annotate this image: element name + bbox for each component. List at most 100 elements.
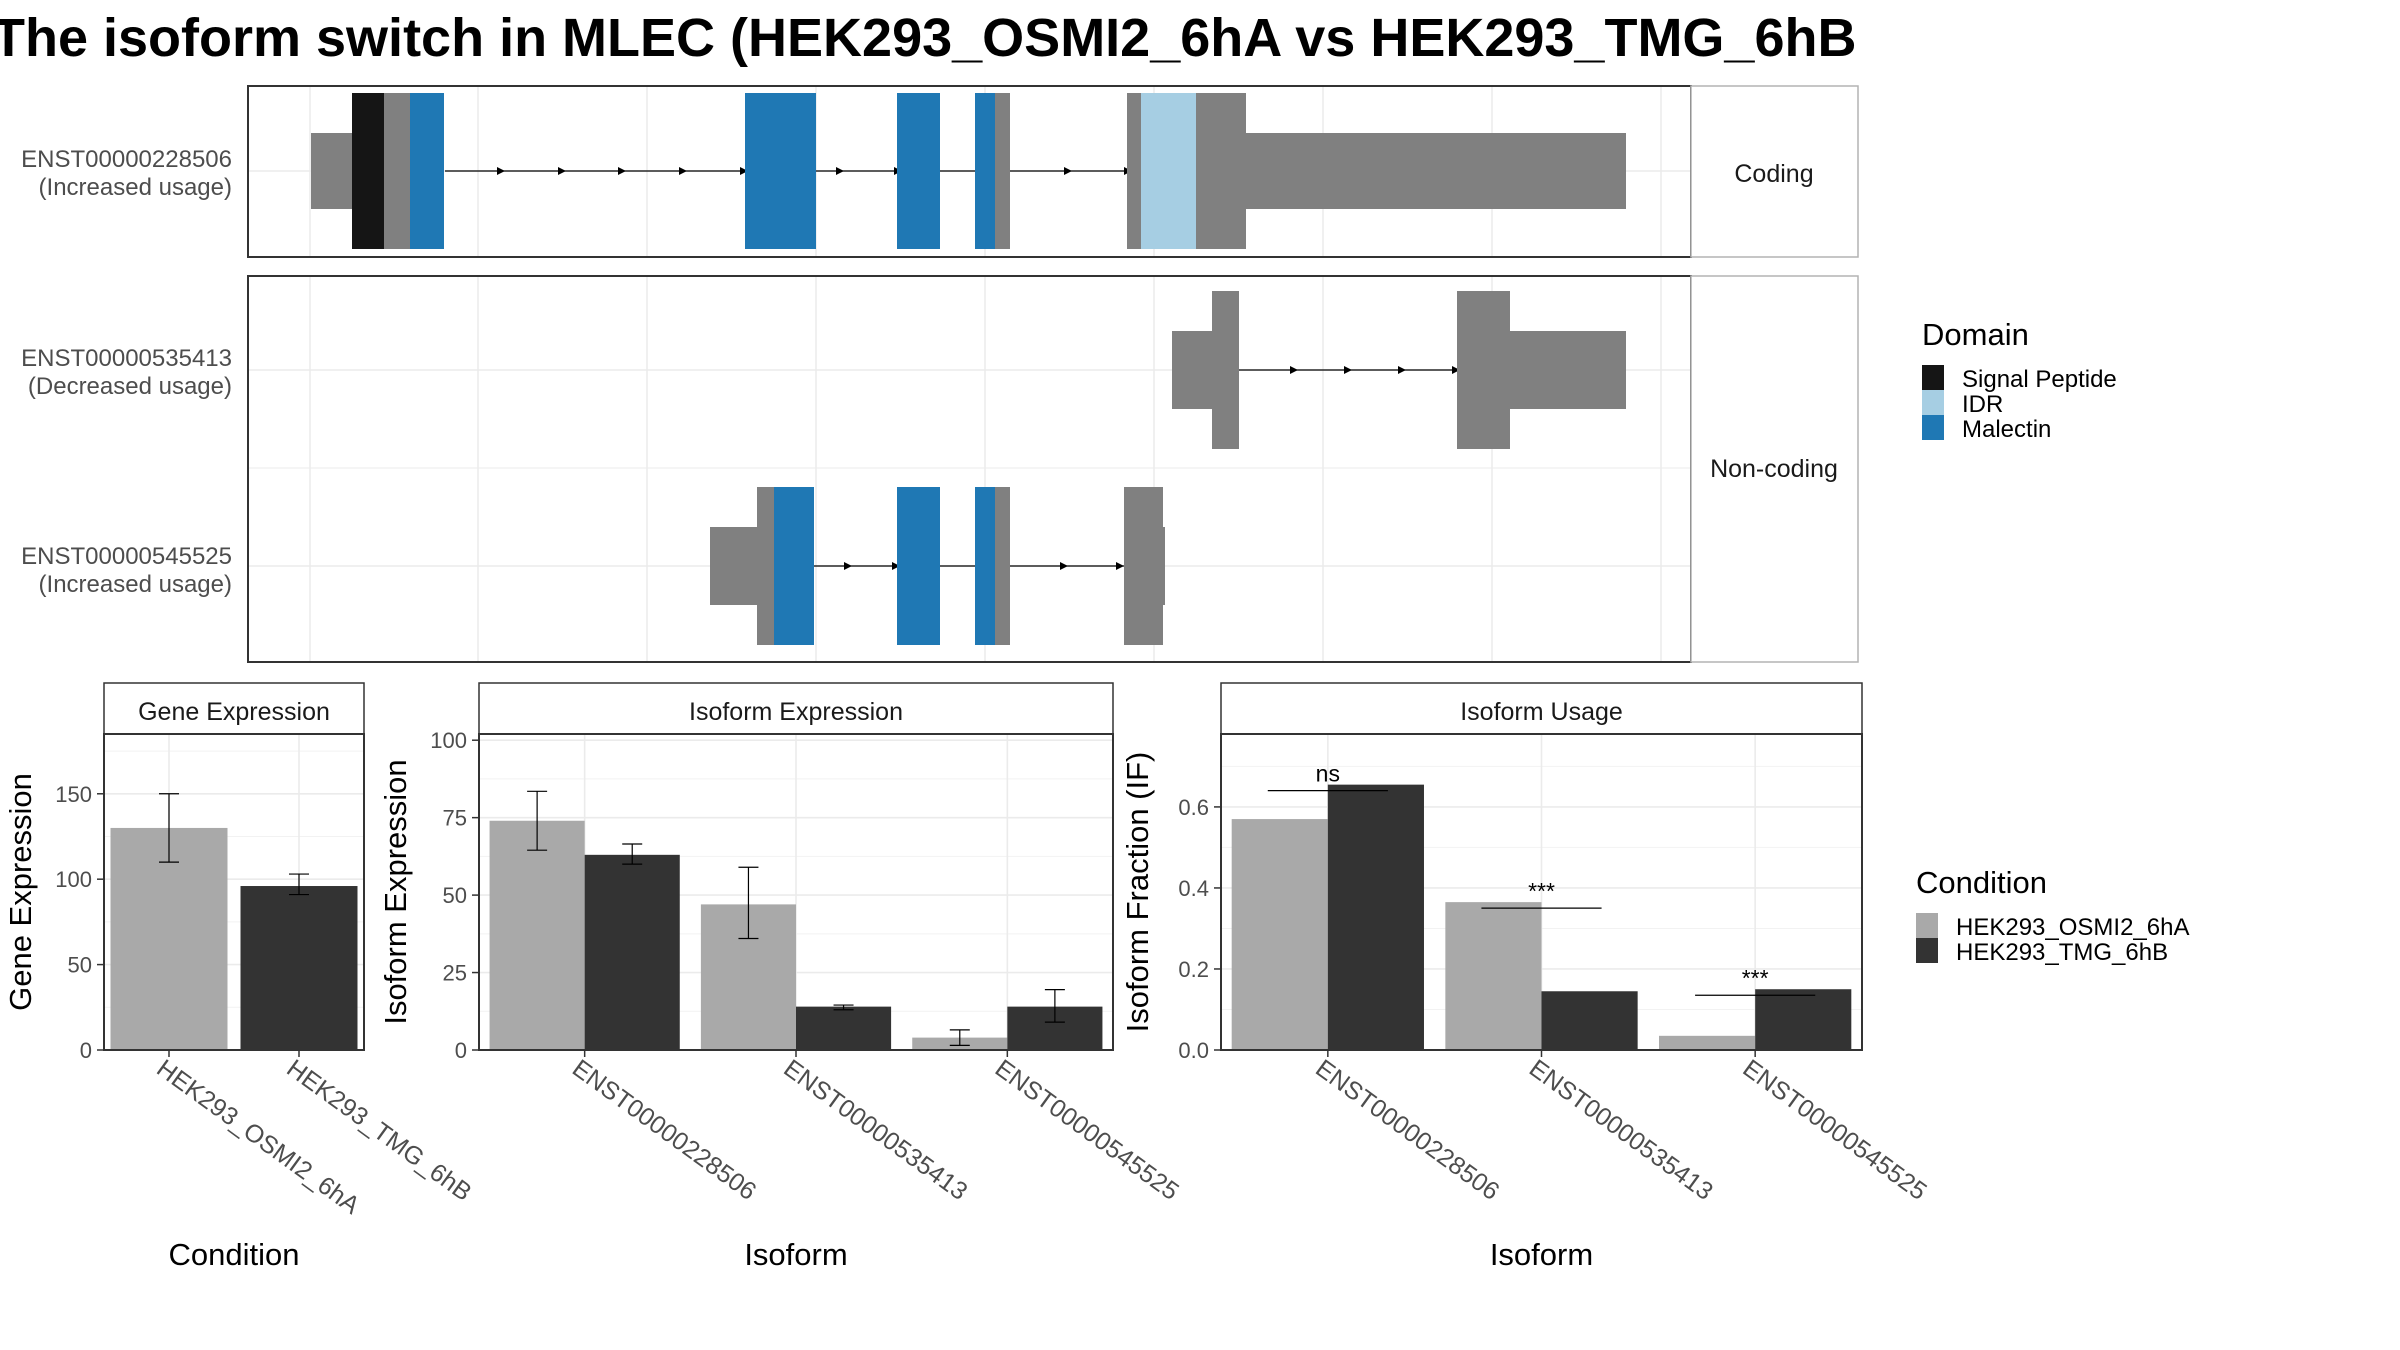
bar bbox=[1231, 819, 1328, 1050]
bar bbox=[1659, 1035, 1756, 1050]
y-axis-title: Isoform Expression bbox=[378, 759, 413, 1024]
intron-arrow bbox=[558, 167, 566, 175]
panel-strip bbox=[478, 682, 1114, 735]
x-axis-title: Isoform bbox=[744, 1237, 847, 1272]
intron-arrow bbox=[1398, 366, 1406, 374]
intron-arrow bbox=[1290, 366, 1298, 374]
intron-arrow bbox=[679, 167, 687, 175]
x-tick-label: ENST00000545525 bbox=[1738, 1054, 1932, 1206]
legend-label: IDR bbox=[1962, 391, 2003, 418]
exon-malectin bbox=[774, 487, 814, 645]
exon-malectin bbox=[975, 93, 995, 249]
intron-arrow bbox=[740, 167, 748, 175]
legend-key-idr bbox=[1922, 390, 1944, 415]
y-tick-label: 0 bbox=[80, 1038, 92, 1063]
domain-legend: Domain Signal Peptide IDR Malectin bbox=[1922, 317, 2117, 443]
bar bbox=[240, 886, 358, 1050]
legend-label: Malectin bbox=[1962, 416, 2051, 443]
intron-arrow bbox=[1452, 366, 1460, 374]
transcript-ENST00000228506 bbox=[311, 93, 1626, 249]
coding-strip-label: Coding bbox=[1734, 160, 1813, 188]
exon-signal-peptide bbox=[352, 93, 384, 249]
bar bbox=[1541, 991, 1638, 1050]
x-tick-label: ENST00000545525 bbox=[990, 1054, 1184, 1206]
noncoding-panel-background bbox=[247, 275, 1692, 663]
panel-strip-label: Isoform Expression bbox=[689, 698, 903, 726]
utr-exon bbox=[311, 133, 354, 209]
bar bbox=[796, 1006, 892, 1050]
y-tick-label: 100 bbox=[55, 867, 92, 892]
bar bbox=[489, 820, 585, 1050]
panel-strip-label: Isoform Usage bbox=[1460, 698, 1623, 726]
exon-cds bbox=[995, 487, 1010, 645]
bar bbox=[1445, 902, 1542, 1050]
exon-block bbox=[1212, 291, 1239, 449]
intron-arrow bbox=[836, 167, 844, 175]
exon-malectin bbox=[745, 93, 816, 249]
intron-arrow bbox=[618, 167, 626, 175]
utr-exon bbox=[1161, 527, 1165, 605]
utr-exon bbox=[1172, 331, 1214, 409]
y-tick-label: 150 bbox=[55, 782, 92, 807]
intron-arrow bbox=[497, 167, 505, 175]
exon-block bbox=[1124, 487, 1163, 645]
noncoding-strip bbox=[1690, 275, 1859, 663]
exon-malectin bbox=[410, 93, 444, 249]
exon-cds bbox=[384, 93, 410, 249]
isoform-label-usage: (Decreased usage) bbox=[28, 373, 232, 400]
bar bbox=[110, 827, 228, 1050]
isoform-label-id: ENST00000545525 bbox=[21, 543, 232, 570]
y-tick-label: 0 bbox=[455, 1038, 467, 1063]
y-tick-label: 25 bbox=[443, 961, 467, 986]
condition-legend: Condition HEK293_OSMI2_6hA HEK293_TMG_6h… bbox=[1916, 865, 2189, 966]
legend-key-signal-peptide bbox=[1922, 365, 1944, 390]
exon-cds bbox=[1127, 93, 1141, 249]
panel-strip-label: Gene Expression bbox=[138, 698, 330, 726]
utr-exon bbox=[1244, 133, 1626, 209]
x-axis-title: Condition bbox=[169, 1237, 300, 1272]
y-tick-label: 0.4 bbox=[1178, 876, 1209, 901]
bar bbox=[584, 854, 680, 1050]
isoform-usage-chart: Isoform Usage 0.0 0.2 0.4 0.6 ns *** *** ENST000… bbox=[1120, 682, 1932, 1272]
intron-arrow bbox=[1060, 562, 1068, 570]
y-tick-label: 0.0 bbox=[1178, 1038, 1209, 1063]
y-tick-label: 50 bbox=[443, 883, 467, 908]
x-tick-label: ENST00000228506 bbox=[567, 1054, 761, 1206]
intron-arrow bbox=[844, 562, 852, 570]
x-tick-label: ENST00000535413 bbox=[778, 1054, 972, 1206]
significance-label: ns bbox=[1316, 761, 1340, 787]
y-tick-label: 0.6 bbox=[1178, 795, 1209, 820]
y-tick-label: 0.2 bbox=[1178, 957, 1209, 982]
isoform-label-usage: (Increased usage) bbox=[39, 174, 232, 201]
transcript-structure-panels: Coding Non-coding ENST00000228506 (Incre… bbox=[21, 85, 1859, 663]
intron-arrow bbox=[1344, 366, 1352, 374]
transcript-ENST00000545525 bbox=[710, 487, 1165, 645]
transcript-ENST00000535413 bbox=[1172, 291, 1626, 449]
legend-label: HEK293_OSMI2_6hA bbox=[1956, 914, 2189, 941]
isoform-expression-chart: Isoform Expression 0 25 50 75 100 ENST00000228… bbox=[378, 682, 1184, 1272]
condition-legend-title: Condition bbox=[1916, 865, 2047, 900]
legend-key-cond-b bbox=[1916, 938, 1938, 963]
y-tick-label: 75 bbox=[443, 806, 467, 831]
panel-border bbox=[103, 733, 365, 1051]
bar bbox=[1755, 989, 1852, 1050]
panel-strip bbox=[103, 682, 365, 735]
x-axis-title: Isoform bbox=[1490, 1237, 1593, 1272]
exon-cds bbox=[757, 487, 774, 645]
intron-arrow bbox=[1064, 167, 1072, 175]
utr-exon bbox=[1508, 331, 1626, 409]
isoform-label-id: ENST00000535413 bbox=[21, 345, 232, 372]
panel-strip bbox=[1220, 682, 1863, 735]
coding-strip bbox=[1690, 85, 1859, 258]
x-tick-label: ENST00000535413 bbox=[1524, 1054, 1718, 1206]
significance-label: *** bbox=[1742, 965, 1769, 991]
exon-cds bbox=[1196, 93, 1246, 249]
significance-label: *** bbox=[1528, 878, 1555, 904]
isoform-label-id: ENST00000228506 bbox=[21, 146, 232, 173]
exon-malectin bbox=[897, 487, 940, 645]
domain-legend-title: Domain bbox=[1922, 317, 2029, 352]
y-axis-title: Isoform Fraction (IF) bbox=[1120, 752, 1155, 1033]
legend-label: Signal Peptide bbox=[1962, 366, 2117, 393]
figure-title: The isoform switch in MLEC (HEK293_OSMI2… bbox=[0, 8, 1856, 68]
